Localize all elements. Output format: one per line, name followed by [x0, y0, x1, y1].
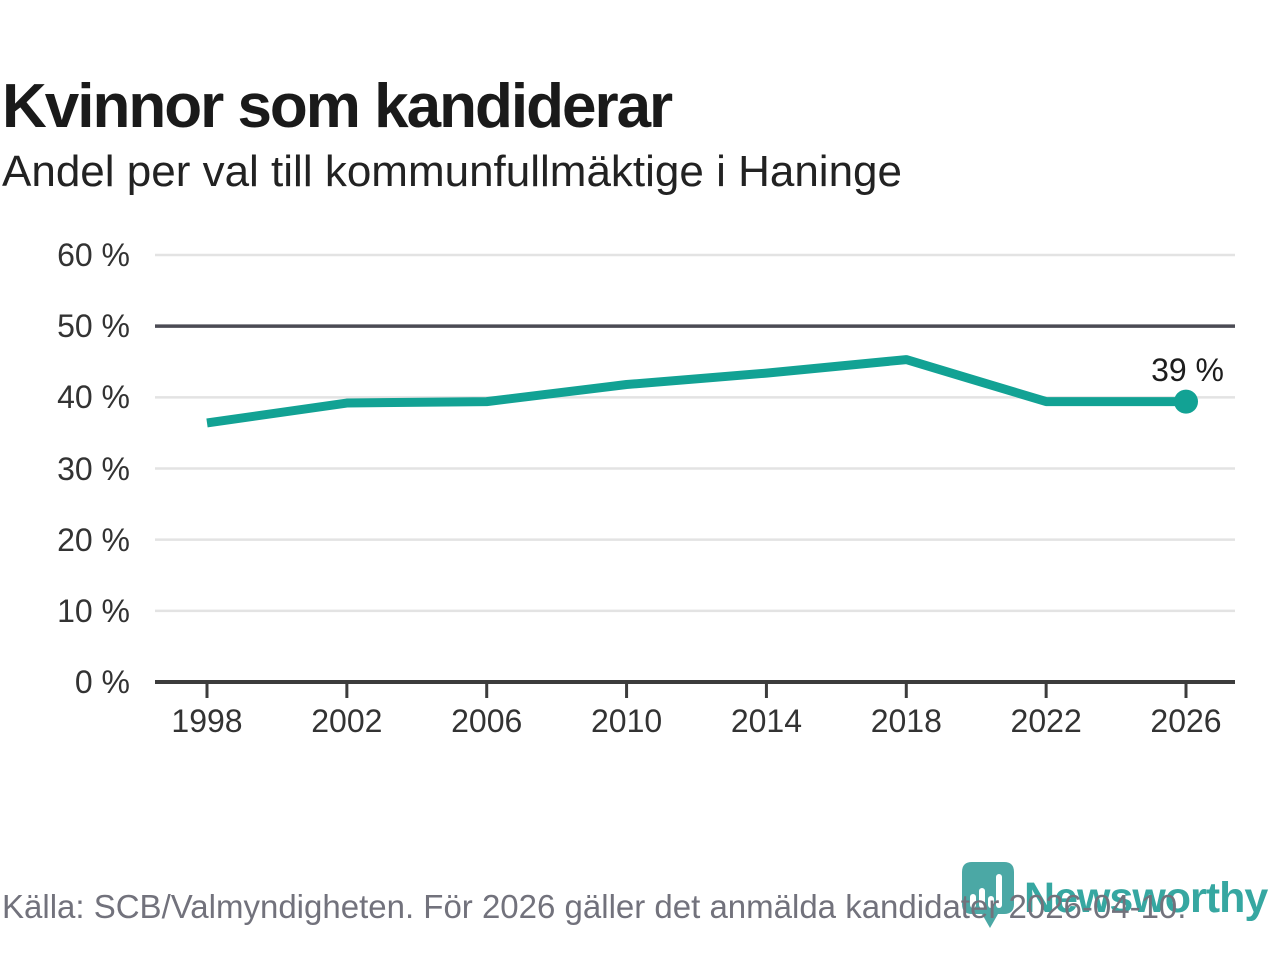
y-tick-label: 10 %: [57, 592, 130, 629]
end-value-label: 39 %: [1151, 352, 1224, 388]
x-tick-label: 1998: [171, 703, 243, 739]
x-tick-label: 2010: [590, 703, 663, 739]
y-tick-label: 0 %: [74, 664, 130, 700]
y-tick-label: 50 %: [57, 308, 130, 345]
source-note: Källa: SCB/Valmyndigheten. För 2026 gäll…: [2, 888, 1187, 925]
y-tick-label: 40 %: [57, 379, 130, 416]
end-point-dot: [1174, 389, 1198, 414]
x-tick-label: 2002: [311, 703, 383, 739]
newsworthy-bubble-barchart-icon: [962, 862, 1014, 928]
y-tick-label: 30 %: [57, 450, 130, 487]
x-tick-label: 2018: [870, 703, 942, 739]
x-tick-label: 2022: [1010, 703, 1082, 739]
x-tick-label: 2006: [451, 703, 523, 739]
x-tick-label: 2026: [1150, 703, 1222, 739]
x-tick-label: 2014: [730, 703, 803, 739]
trend-line: [206, 355, 1186, 428]
chart-title: Kvinnor som kandiderar: [2, 71, 673, 141]
y-tick-label: 60 %: [57, 237, 130, 273]
newsworthy-wordmark: Newsworthy: [1024, 874, 1268, 922]
chart-subtitle: Andel per val till kommunfullmäktige i H…: [2, 147, 902, 196]
y-tick-label: 20 %: [57, 521, 130, 558]
